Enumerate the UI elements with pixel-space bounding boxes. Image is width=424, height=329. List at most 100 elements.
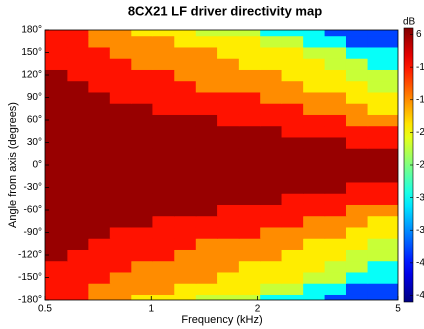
heatmap-cell	[174, 215, 197, 228]
heatmap-cell	[367, 35, 398, 48]
heatmap-cell	[109, 193, 132, 205]
heatmap-cell	[174, 80, 197, 93]
heatmap-cell	[45, 159, 68, 172]
heatmap-cell	[195, 58, 218, 70]
y-tick-label: 60°	[27, 115, 42, 126]
y-tick-label: 30°	[27, 137, 42, 148]
heatmap-cell	[88, 80, 111, 93]
colorbar-tick-label: -2	[416, 160, 424, 171]
heatmap-cell	[195, 103, 218, 115]
heatmap-cell	[67, 249, 89, 262]
heatmap-cell	[195, 238, 218, 250]
heatmap-cell	[67, 148, 89, 160]
x-axis-label: Frequency (kHz)	[181, 314, 262, 326]
heatmap-cell	[131, 103, 154, 115]
heatmap-cell	[217, 114, 240, 127]
heatmap-cell	[281, 69, 304, 82]
heatmap-cell	[345, 30, 369, 37]
heatmap-cell	[324, 159, 347, 172]
heatmap-cell	[109, 294, 132, 300]
heatmap-cell	[238, 226, 261, 239]
heatmap-cell	[131, 249, 154, 262]
heatmap-cell	[45, 136, 68, 149]
heatmap-cell	[281, 30, 304, 37]
heatmap-cell	[345, 80, 369, 93]
heatmap-cell	[324, 283, 347, 295]
heatmap-cell	[324, 238, 347, 250]
heatmap-cell	[195, 114, 218, 127]
heatmap-cell	[45, 46, 68, 59]
heatmap-cell	[109, 114, 132, 127]
heatmap-cell	[109, 30, 132, 37]
heatmap-cell	[45, 238, 68, 250]
heatmap-cell	[67, 271, 89, 284]
heatmap-cell	[217, 204, 240, 217]
heatmap-cell	[303, 294, 326, 300]
heatmap-cell	[303, 46, 326, 59]
heatmap-cell	[238, 80, 261, 93]
heatmap-cell	[45, 103, 68, 115]
heatmap-cell	[238, 181, 261, 194]
heatmap-cell	[303, 204, 326, 217]
heatmap-cell	[238, 249, 261, 262]
colorbar-tick-label: -1	[416, 94, 424, 105]
heatmap-cell	[217, 35, 240, 48]
heatmap-cell	[45, 226, 68, 239]
heatmap-cell	[217, 159, 240, 172]
heatmap-cell	[217, 69, 240, 82]
heatmap-cell	[303, 58, 326, 70]
colorbar-label: dB	[403, 17, 416, 28]
heatmap-cell	[303, 91, 326, 104]
heatmap-cell	[67, 91, 89, 104]
heatmap-cell	[324, 58, 347, 70]
heatmap-cell	[303, 238, 326, 250]
heatmap-cell	[324, 271, 347, 284]
heatmap-cell	[260, 69, 283, 82]
heatmap-cell	[345, 91, 369, 104]
heatmap-cell	[195, 148, 218, 160]
heatmap-cell	[324, 170, 347, 183]
heatmap-cell	[88, 114, 111, 127]
heatmap-cell	[109, 91, 132, 104]
heatmap-cell	[260, 260, 283, 273]
heatmap-cell	[238, 125, 261, 138]
heatmap-cell	[109, 215, 132, 228]
heatmap-cell	[67, 114, 89, 127]
heatmap-cell	[67, 69, 89, 82]
heatmap-cell	[281, 125, 304, 138]
heatmap-cell	[195, 204, 218, 217]
heatmap-cell	[152, 294, 175, 300]
heatmap-cell	[45, 204, 68, 217]
heatmap-cell	[238, 69, 261, 82]
heatmap-cell	[345, 103, 369, 115]
heatmap-cell	[260, 238, 283, 250]
heatmap-cell	[345, 114, 369, 127]
heatmap-cell	[260, 159, 283, 172]
heatmap-cell	[303, 271, 326, 284]
heatmap-cell	[174, 271, 197, 284]
heatmap-cell	[260, 80, 283, 93]
heatmap-cell	[217, 215, 240, 228]
heatmap-cell	[238, 46, 261, 59]
heatmap-cell	[131, 204, 154, 217]
heatmap-cell	[131, 294, 154, 300]
heatmap-cell	[45, 80, 68, 93]
heatmap-cell	[109, 238, 132, 250]
colorbar-tick-label: -1	[416, 62, 424, 73]
heatmap-cell	[88, 249, 111, 262]
y-tick-label: 90°	[27, 92, 42, 103]
heatmap-cell	[109, 148, 132, 160]
heatmap-cell	[131, 148, 154, 160]
heatmap-cell	[281, 204, 304, 217]
heatmap-cell	[195, 226, 218, 239]
heatmap-cell	[367, 238, 398, 250]
heatmap-cell	[281, 80, 304, 93]
heatmap-cell	[152, 46, 175, 59]
heatmap-cell	[367, 193, 398, 205]
heatmap-cell	[152, 148, 175, 160]
heatmap-cell	[303, 226, 326, 239]
heatmap-cell	[217, 80, 240, 93]
heatmap-cell	[281, 294, 304, 300]
